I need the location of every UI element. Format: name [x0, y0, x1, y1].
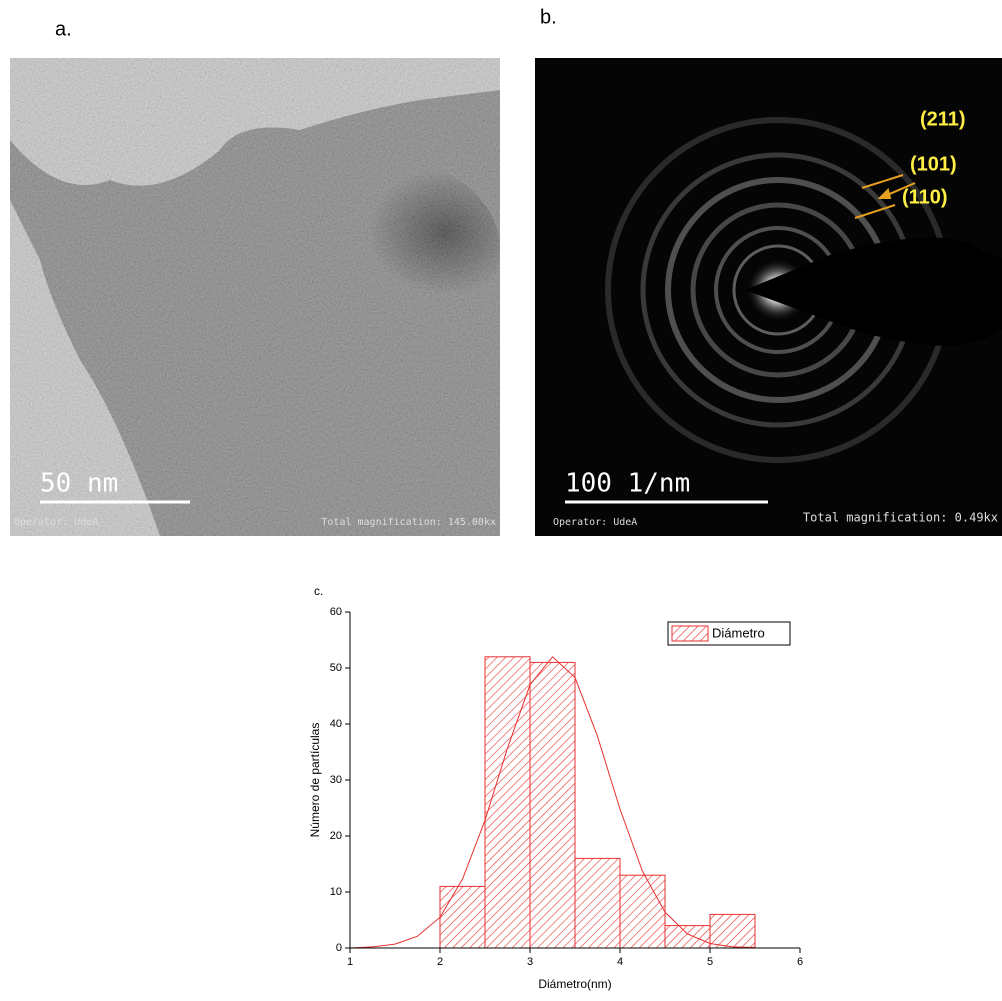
y-tick-label: 40	[330, 718, 342, 730]
bar	[574, 857, 621, 949]
magnification: Total magnification: 145.00kx	[321, 517, 496, 528]
y-tick-label: 0	[336, 942, 342, 954]
y-tick-label: 20	[330, 830, 342, 842]
x-axis-label: Diámetro(nm)	[538, 977, 611, 991]
ring-label: (211)	[920, 108, 966, 130]
diffraction-image	[535, 58, 1002, 536]
y-tick-label: 50	[330, 662, 342, 674]
x-tick-label: 2	[437, 956, 443, 968]
bar	[529, 661, 576, 949]
legend-label: Diámetro	[712, 625, 765, 640]
ring-label: (101)	[910, 153, 957, 175]
tem-image	[10, 58, 500, 536]
x-tick-label: 3	[527, 956, 533, 968]
panel-label: a.	[55, 18, 72, 40]
operator: Operator: UdeA	[553, 517, 637, 528]
panel-label: c.	[314, 584, 323, 598]
scale-bar-label: 100 1/nm	[565, 469, 690, 499]
scale-bar-label: 50 nm	[40, 469, 118, 499]
fit-curve	[349, 656, 756, 949]
x-tick-label: 1	[347, 956, 353, 968]
y-axis-label: Número de partículas	[308, 723, 322, 838]
x-tick-label: 4	[617, 956, 623, 968]
x-tick-label: 6	[797, 956, 803, 968]
y-tick-label: 10	[330, 886, 342, 898]
bar	[664, 925, 711, 949]
x-tick-label: 5	[707, 956, 713, 968]
ring-label: (110)	[902, 186, 948, 208]
y-tick-label: 30	[330, 774, 342, 786]
legend-swatch	[671, 625, 709, 642]
bar	[484, 656, 531, 949]
panel-label: b.	[540, 6, 557, 28]
operator: Operator: UdeA	[14, 517, 98, 528]
bar	[619, 874, 666, 949]
bar	[439, 885, 486, 949]
y-tick-label: 60	[330, 606, 342, 618]
magnification: Total magnification: 0.49kx	[803, 511, 998, 525]
bar	[709, 913, 756, 949]
